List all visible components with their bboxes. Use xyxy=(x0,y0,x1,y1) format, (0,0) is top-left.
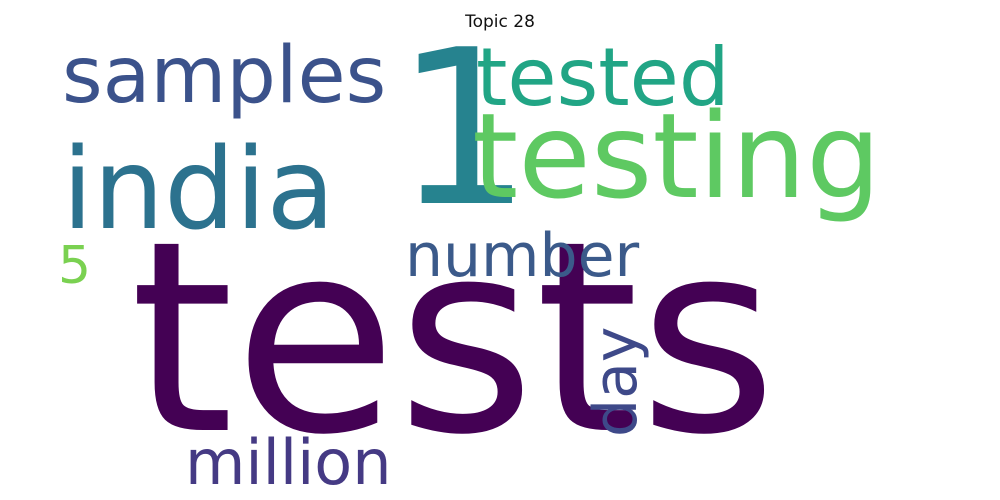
word-testing: testing xyxy=(472,87,881,225)
word-5: 5 xyxy=(58,236,91,296)
word-samples: samples xyxy=(62,31,386,121)
word-1: 1 xyxy=(395,3,532,254)
word-india: india xyxy=(62,125,335,255)
word-tested: tested xyxy=(476,31,730,124)
chart-title: Topic 28 xyxy=(465,12,535,32)
word-million: million xyxy=(185,426,392,499)
word-tests: tests xyxy=(130,185,777,493)
word-day: day xyxy=(581,327,651,437)
word-number: number xyxy=(405,221,640,291)
